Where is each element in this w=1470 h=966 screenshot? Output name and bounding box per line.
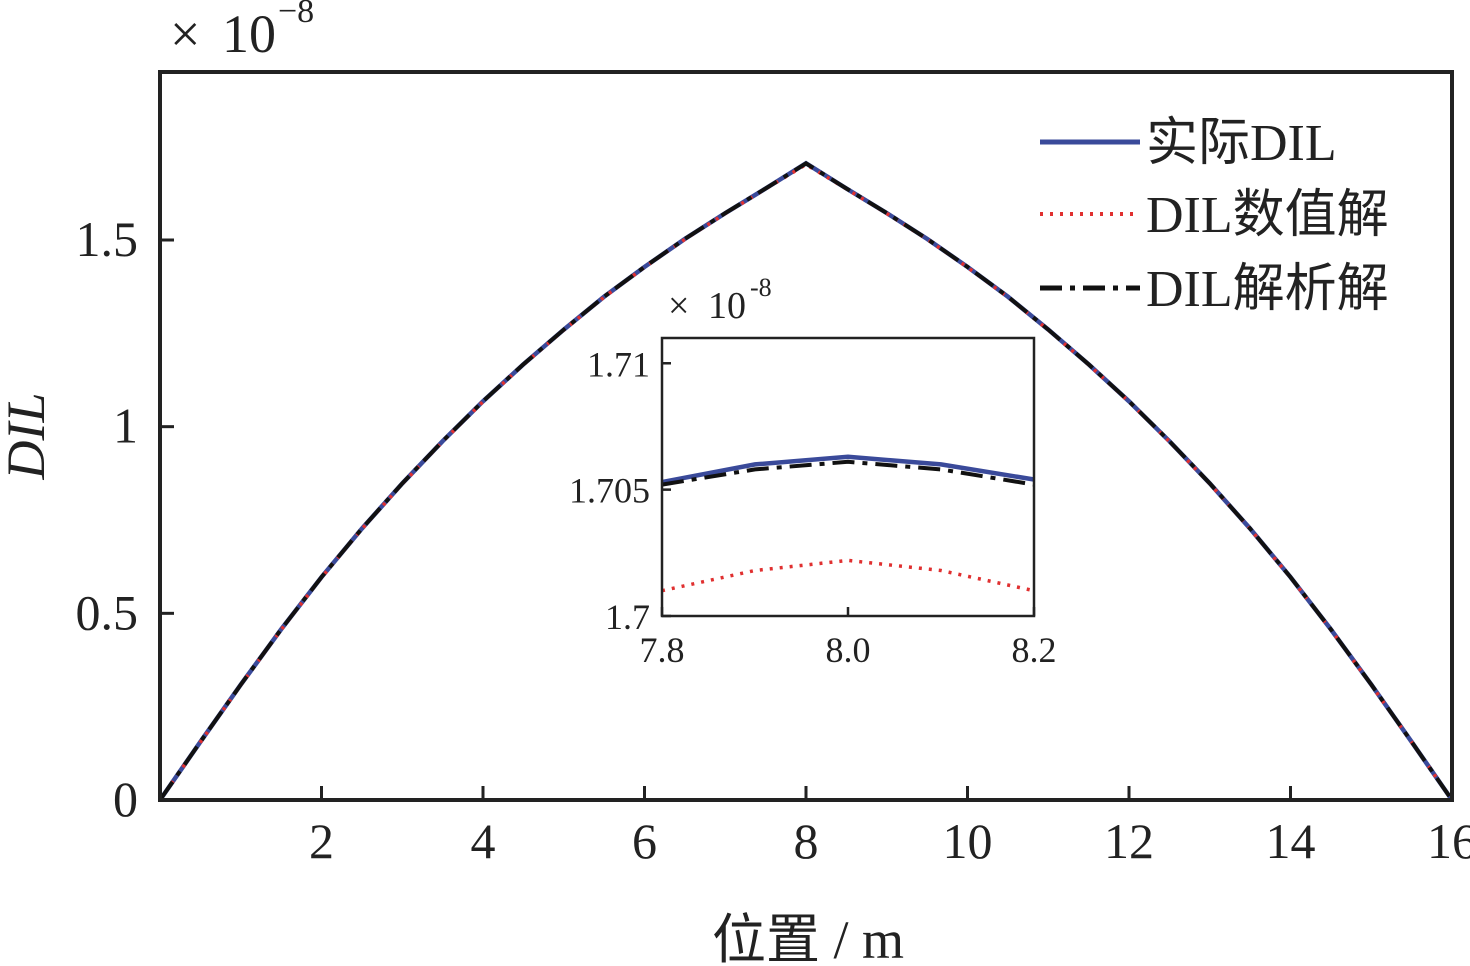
inset-multiplier-exponent: -8 xyxy=(750,273,772,302)
inset-plot: 7.8 8.0 8.2 1.7 1.705 1.71 × 10 -8 xyxy=(569,273,1057,670)
main-x-axis: 2 4 6 8 10 12 14 16 xyxy=(309,786,1470,869)
legend-label: 实际DIL xyxy=(1146,115,1337,172)
inset-x-tick-label: 8.0 xyxy=(826,630,871,670)
inset-y-axis: 1.7 1.705 1.71 xyxy=(569,344,671,637)
main-y-tick-label: 0 xyxy=(113,771,138,827)
main-series-dashdot-line xyxy=(158,161,1454,802)
inset-series-group xyxy=(661,454,1035,593)
main-x-tick-label: 12 xyxy=(1104,813,1154,869)
inset-series-solid-line xyxy=(661,454,1035,485)
main-x-tick-label: 6 xyxy=(632,813,657,869)
main-x-tick-label: 2 xyxy=(309,813,334,869)
inset-y-multiplier: × 10 -8 xyxy=(668,273,772,327)
inset-x-axis: 7.8 8.0 8.2 xyxy=(640,607,1057,670)
main-x-tick-label: 14 xyxy=(1266,813,1316,869)
main-y-multiplier: × 10 −8 xyxy=(170,0,314,64)
inset-x-tick-label: 8.2 xyxy=(1012,630,1057,670)
inset-background xyxy=(662,338,1034,616)
main-y-axis-label: DIL xyxy=(0,392,56,480)
inset-y-tick-label: 1.705 xyxy=(569,471,650,511)
main-x-tick-label: 8 xyxy=(794,813,819,869)
main-multiplier-exponent: −8 xyxy=(278,0,314,30)
inset-series-dashdot-line xyxy=(661,459,1035,487)
main-x-axis-label: 位置 / m xyxy=(712,910,904,966)
legend: 实际DIL DIL数值解 DIL解析解 xyxy=(1040,115,1389,318)
main-y-tick-label: 1 xyxy=(113,398,138,454)
main-y-tick-label: 1.5 xyxy=(76,211,139,267)
inset-y-tick-label: 1.71 xyxy=(587,344,650,384)
main-multiplier-base: 10 xyxy=(222,4,276,64)
legend-label: DIL数值解 xyxy=(1146,187,1389,244)
main-series-group xyxy=(158,160,1454,802)
main-y-axis: 0 0.5 1 1.5 xyxy=(76,211,174,827)
main-multiplier-times: × xyxy=(170,4,200,64)
main-x-tick-label: 10 xyxy=(943,813,993,869)
main-x-tick-label: 4 xyxy=(471,813,496,869)
inset-y-tick-label: 1.7 xyxy=(605,597,650,637)
inset-multiplier-times: × xyxy=(668,285,689,327)
main-x-tick-label: 16 xyxy=(1427,813,1470,869)
inset-multiplier-base: 10 xyxy=(708,285,746,327)
main-y-tick-label: 0.5 xyxy=(76,584,139,640)
inset-x-tick-label: 7.8 xyxy=(640,630,685,670)
legend-label: DIL解析解 xyxy=(1146,261,1389,318)
